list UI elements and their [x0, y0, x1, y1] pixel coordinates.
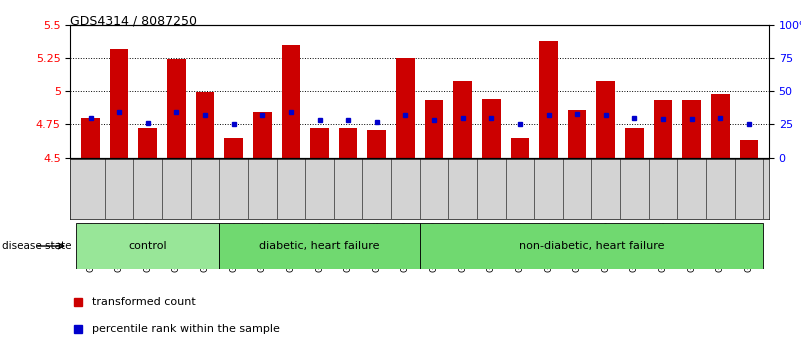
Text: GDS4314 / 8087250: GDS4314 / 8087250 [70, 14, 198, 27]
Bar [539, 41, 557, 158]
Bar [510, 138, 529, 158]
Bar [453, 80, 472, 158]
Bar [654, 101, 672, 158]
Bar [139, 129, 157, 158]
Bar [81, 118, 100, 158]
Bar [568, 110, 586, 158]
Bar [482, 99, 501, 158]
Bar [739, 140, 759, 158]
Bar [282, 45, 300, 158]
Text: percentile rank within the sample: percentile rank within the sample [91, 324, 280, 334]
Bar [597, 80, 615, 158]
Bar [224, 138, 243, 158]
Bar [625, 129, 644, 158]
Bar [396, 58, 415, 158]
FancyBboxPatch shape [420, 223, 763, 269]
Bar [195, 92, 215, 158]
FancyBboxPatch shape [76, 223, 219, 269]
Bar [167, 59, 186, 158]
Text: control: control [128, 241, 167, 251]
Bar [368, 130, 386, 158]
Text: transformed count: transformed count [91, 297, 195, 307]
Bar [682, 101, 701, 158]
Bar [253, 113, 272, 158]
Bar [310, 129, 329, 158]
Bar [425, 101, 443, 158]
Bar [711, 94, 730, 158]
Text: diabetic, heart failure: diabetic, heart failure [260, 241, 380, 251]
Text: disease state: disease state [2, 241, 71, 251]
Text: non-diabetic, heart failure: non-diabetic, heart failure [519, 241, 664, 251]
Bar [339, 129, 357, 158]
FancyBboxPatch shape [219, 223, 420, 269]
Bar [110, 48, 128, 158]
